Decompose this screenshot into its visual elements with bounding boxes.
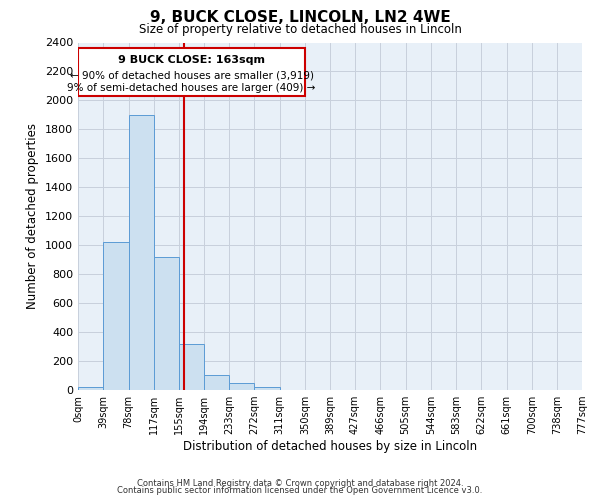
Text: 9 BUCK CLOSE: 163sqm: 9 BUCK CLOSE: 163sqm [118,55,265,65]
Text: ← 90% of detached houses are smaller (3,919): ← 90% of detached houses are smaller (3,… [70,70,314,80]
Bar [103,242,128,390]
Y-axis label: Number of detached properties: Number of detached properties [26,123,40,309]
X-axis label: Distribution of detached houses by size in Lincoln: Distribution of detached houses by size … [183,440,477,453]
Text: Contains HM Land Registry data © Crown copyright and database right 2024.: Contains HM Land Registry data © Crown c… [137,478,463,488]
Bar [229,383,254,390]
Text: Contains public sector information licensed under the Open Government Licence v3: Contains public sector information licen… [118,486,482,495]
Text: 9% of semi-detached houses are larger (409) →: 9% of semi-detached houses are larger (4… [67,82,316,92]
Text: Size of property relative to detached houses in Lincoln: Size of property relative to detached ho… [139,22,461,36]
Bar [204,375,229,390]
Bar [154,257,179,390]
Bar [78,387,103,390]
Bar [128,115,154,390]
Text: 9, BUCK CLOSE, LINCOLN, LN2 4WE: 9, BUCK CLOSE, LINCOLN, LN2 4WE [149,10,451,25]
Bar [78,48,305,96]
Bar [179,344,204,390]
Bar [254,387,280,390]
